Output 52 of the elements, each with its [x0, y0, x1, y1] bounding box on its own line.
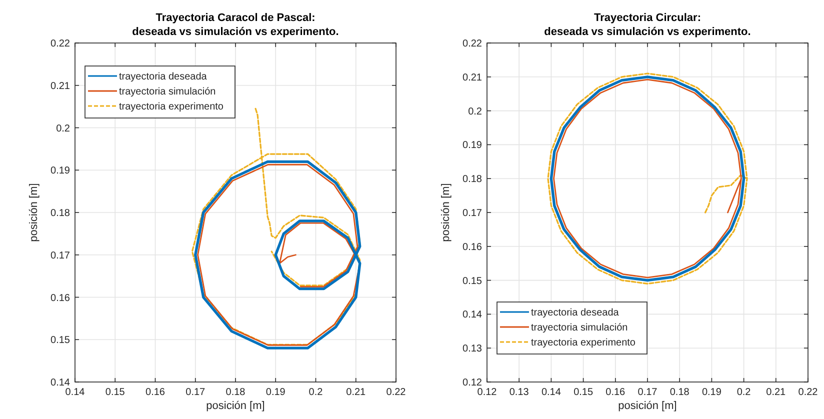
legend-label: trayectoria simulación [119, 86, 216, 98]
y-tick-label: 0.22 [462, 38, 482, 50]
x-tick-label: 0.2 [736, 387, 752, 398]
y-tick-label: 0.21 [50, 80, 70, 92]
y-tick-label: 0.15 [50, 335, 70, 346]
x-tick-label: 0.18 [670, 387, 690, 398]
x-tick-label: 0.12 [477, 387, 498, 398]
x-axis-title: posición [m] [618, 400, 677, 412]
y-tick-label: 0.2 [468, 106, 482, 118]
x-tick-label: 0.15 [574, 387, 594, 398]
x-tick-label: 0.15 [105, 387, 126, 398]
y-tick-label: 0.22 [50, 38, 70, 50]
y-tick-label: 0.18 [462, 174, 482, 186]
y-tick-label: 0.15 [462, 276, 482, 287]
x-axis-title: posición [m] [206, 400, 265, 412]
x-tick-label: 0.16 [606, 387, 626, 398]
chart-title: Trayectoria Circular: deseada vs simulación vs experimento. [544, 12, 751, 38]
legend-label: trayectoria experimento [531, 338, 636, 348]
x-tick-label: 0.14 [541, 387, 562, 398]
y-tick-label: 0.19 [50, 166, 70, 177]
x-tick-label: 0.2 [308, 387, 324, 398]
legend-label: trayectoria deseada [531, 308, 620, 318]
y-tick-label: 0.17 [462, 208, 482, 219]
y-axis-title: posición [m] [440, 183, 452, 242]
x-tick-label: 0.21 [346, 387, 366, 398]
chart-title: Trayectoria Caracol de Pascal: deseada vs simulación vs experimento. [132, 12, 339, 38]
x-tick-label: 0.13 [509, 387, 530, 398]
x-tick-label: 0.21 [766, 387, 786, 398]
y-tick-label: 0.16 [462, 242, 482, 253]
x-tick-label: 0.19 [702, 387, 722, 398]
legend-label: trayectoria experimento [119, 102, 224, 112]
x-tick-label: 0.17 [638, 387, 658, 398]
legend-label: trayectoria deseada [119, 72, 208, 82]
x-tick-label: 0.22 [798, 387, 818, 398]
x-tick-label: 0.17 [186, 387, 206, 398]
y-tick-label: 0.13 [462, 344, 482, 355]
y-axis-title: posición [m] [28, 183, 40, 242]
y-tick-label: 0.21 [462, 72, 482, 84]
x-tick-label: 0.18 [226, 387, 246, 398]
y-tick-label: 0.18 [50, 208, 70, 219]
legend-label: trayectoria simulación [531, 322, 628, 334]
y-tick-label: 0.19 [462, 140, 482, 152]
y-tick-label: 0.12 [462, 378, 482, 388]
x-tick-label: 0.22 [386, 387, 406, 398]
y-tick-label: 0.14 [462, 310, 482, 321]
x-tick-label: 0.14 [65, 387, 86, 398]
y-tick-label: 0.2 [56, 123, 70, 134]
y-tick-label: 0.14 [50, 378, 70, 388]
x-tick-label: 0.16 [146, 387, 166, 398]
y-tick-label: 0.16 [50, 292, 70, 304]
y-tick-label: 0.17 [50, 250, 70, 262]
x-tick-label: 0.19 [266, 387, 286, 398]
